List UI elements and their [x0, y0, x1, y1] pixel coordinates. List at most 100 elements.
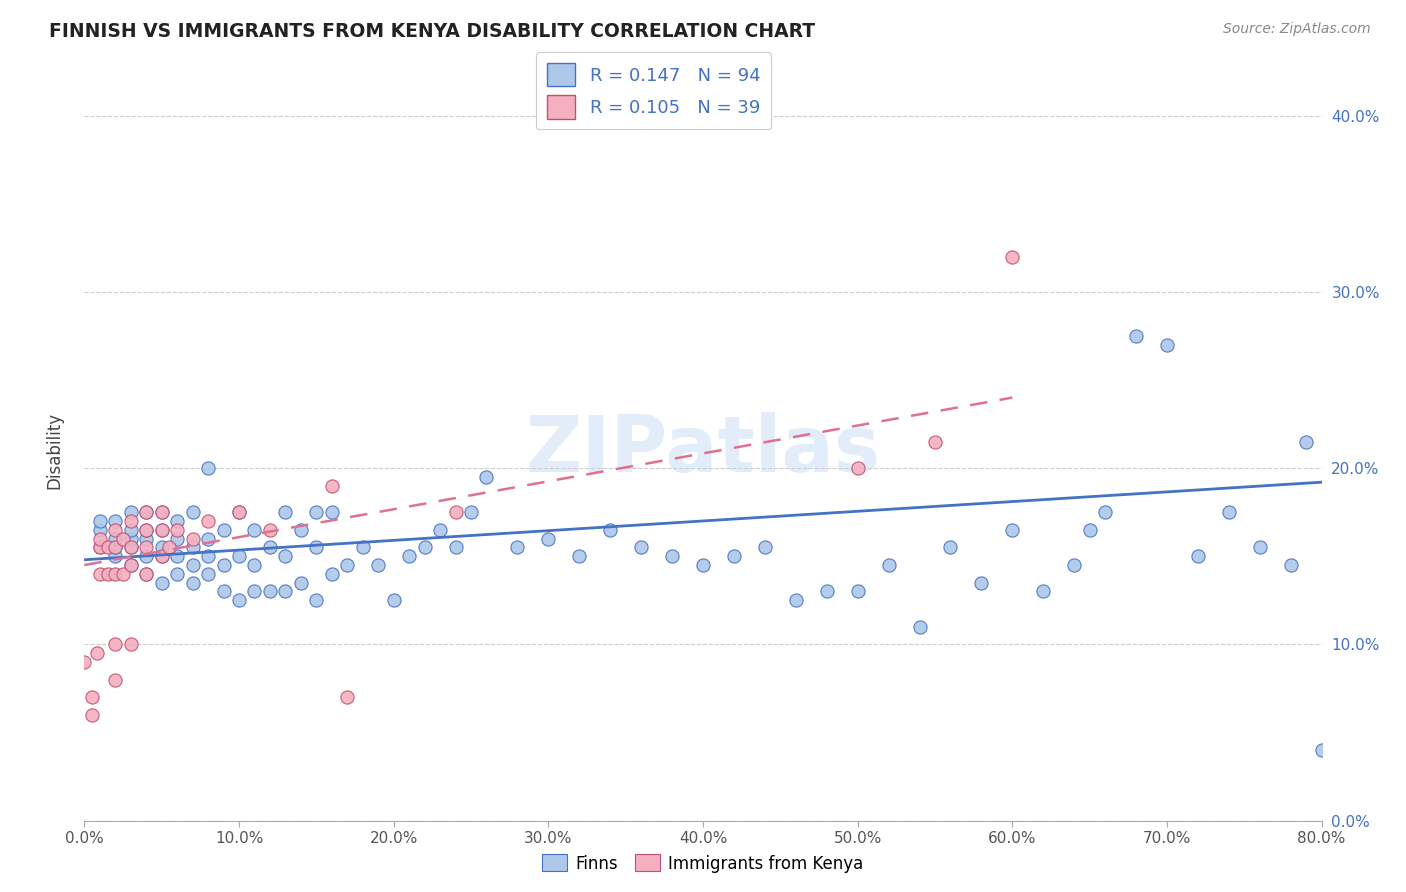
- Point: [460, 505, 482, 519]
- Point: [815, 584, 838, 599]
- Point: [197, 461, 219, 475]
- Point: [1249, 541, 1271, 555]
- Point: [104, 637, 127, 651]
- Point: [754, 541, 776, 555]
- Point: [135, 505, 157, 519]
- Point: [181, 575, 204, 590]
- Point: [135, 523, 157, 537]
- Point: [475, 470, 498, 484]
- Point: [150, 523, 173, 537]
- Point: [150, 505, 173, 519]
- Point: [506, 541, 529, 555]
- Point: [104, 541, 127, 555]
- Point: [321, 479, 343, 493]
- Point: [1125, 329, 1147, 343]
- Point: [846, 584, 869, 599]
- Point: [274, 505, 297, 519]
- Point: [82, 690, 104, 705]
- Point: [89, 523, 111, 537]
- Point: [104, 523, 127, 537]
- Point: [112, 532, 135, 546]
- Point: [924, 434, 946, 449]
- Point: [104, 566, 127, 581]
- Point: [1218, 505, 1240, 519]
- Point: [166, 532, 188, 546]
- Point: [630, 541, 652, 555]
- Point: [336, 558, 359, 572]
- Point: [112, 566, 135, 581]
- Text: FINNISH VS IMMIGRANTS FROM KENYA DISABILITY CORRELATION CHART: FINNISH VS IMMIGRANTS FROM KENYA DISABIL…: [49, 22, 815, 41]
- Point: [135, 532, 157, 546]
- Point: [212, 523, 235, 537]
- Point: [537, 532, 560, 546]
- Point: [228, 505, 250, 519]
- Point: [1156, 337, 1178, 351]
- Point: [723, 549, 745, 564]
- Point: [181, 541, 204, 555]
- Point: [150, 541, 173, 555]
- Point: [259, 523, 281, 537]
- Point: [846, 461, 869, 475]
- Point: [243, 523, 266, 537]
- Text: Source: ZipAtlas.com: Source: ZipAtlas.com: [1223, 22, 1371, 37]
- Point: [89, 532, 111, 546]
- Point: [135, 541, 157, 555]
- Point: [1032, 584, 1054, 599]
- Point: [1310, 743, 1333, 757]
- Point: [96, 566, 118, 581]
- Point: [120, 505, 142, 519]
- Point: [120, 637, 142, 651]
- Point: [444, 505, 467, 519]
- Point: [89, 541, 111, 555]
- Point: [336, 690, 359, 705]
- Point: [1001, 250, 1024, 264]
- Point: [150, 505, 173, 519]
- Point: [1279, 558, 1302, 572]
- Point: [86, 646, 108, 660]
- Point: [367, 558, 389, 572]
- Point: [1295, 434, 1317, 449]
- Point: [228, 505, 250, 519]
- Point: [104, 673, 127, 687]
- Text: ZIPatlas: ZIPatlas: [526, 412, 880, 489]
- Point: [382, 593, 405, 607]
- Point: [135, 549, 157, 564]
- Point: [243, 558, 266, 572]
- Point: [166, 566, 188, 581]
- Point: [135, 566, 157, 581]
- Point: [785, 593, 807, 607]
- Point: [135, 566, 157, 581]
- Point: [120, 514, 142, 528]
- Point: [321, 505, 343, 519]
- Point: [181, 505, 204, 519]
- Point: [290, 575, 312, 590]
- Point: [877, 558, 900, 572]
- Point: [274, 549, 297, 564]
- Point: [104, 541, 127, 555]
- Legend: Finns, Immigrants from Kenya: Finns, Immigrants from Kenya: [536, 847, 870, 880]
- Point: [150, 575, 173, 590]
- Point: [1078, 523, 1101, 537]
- Point: [305, 505, 328, 519]
- Point: [228, 593, 250, 607]
- Point: [166, 523, 188, 537]
- Point: [908, 620, 931, 634]
- Legend: R = 0.147   N = 94, R = 0.105   N = 39: R = 0.147 N = 94, R = 0.105 N = 39: [536, 53, 772, 129]
- Point: [274, 584, 297, 599]
- Point: [939, 541, 962, 555]
- Point: [181, 532, 204, 546]
- Point: [970, 575, 993, 590]
- Point: [120, 523, 142, 537]
- Point: [135, 523, 157, 537]
- Point: [104, 514, 127, 528]
- Point: [135, 505, 157, 519]
- Point: [305, 593, 328, 607]
- Point: [197, 514, 219, 528]
- Y-axis label: Disability: Disability: [45, 412, 63, 489]
- Point: [150, 549, 173, 564]
- Point: [444, 541, 467, 555]
- Point: [568, 549, 591, 564]
- Point: [212, 584, 235, 599]
- Point: [120, 558, 142, 572]
- Point: [352, 541, 374, 555]
